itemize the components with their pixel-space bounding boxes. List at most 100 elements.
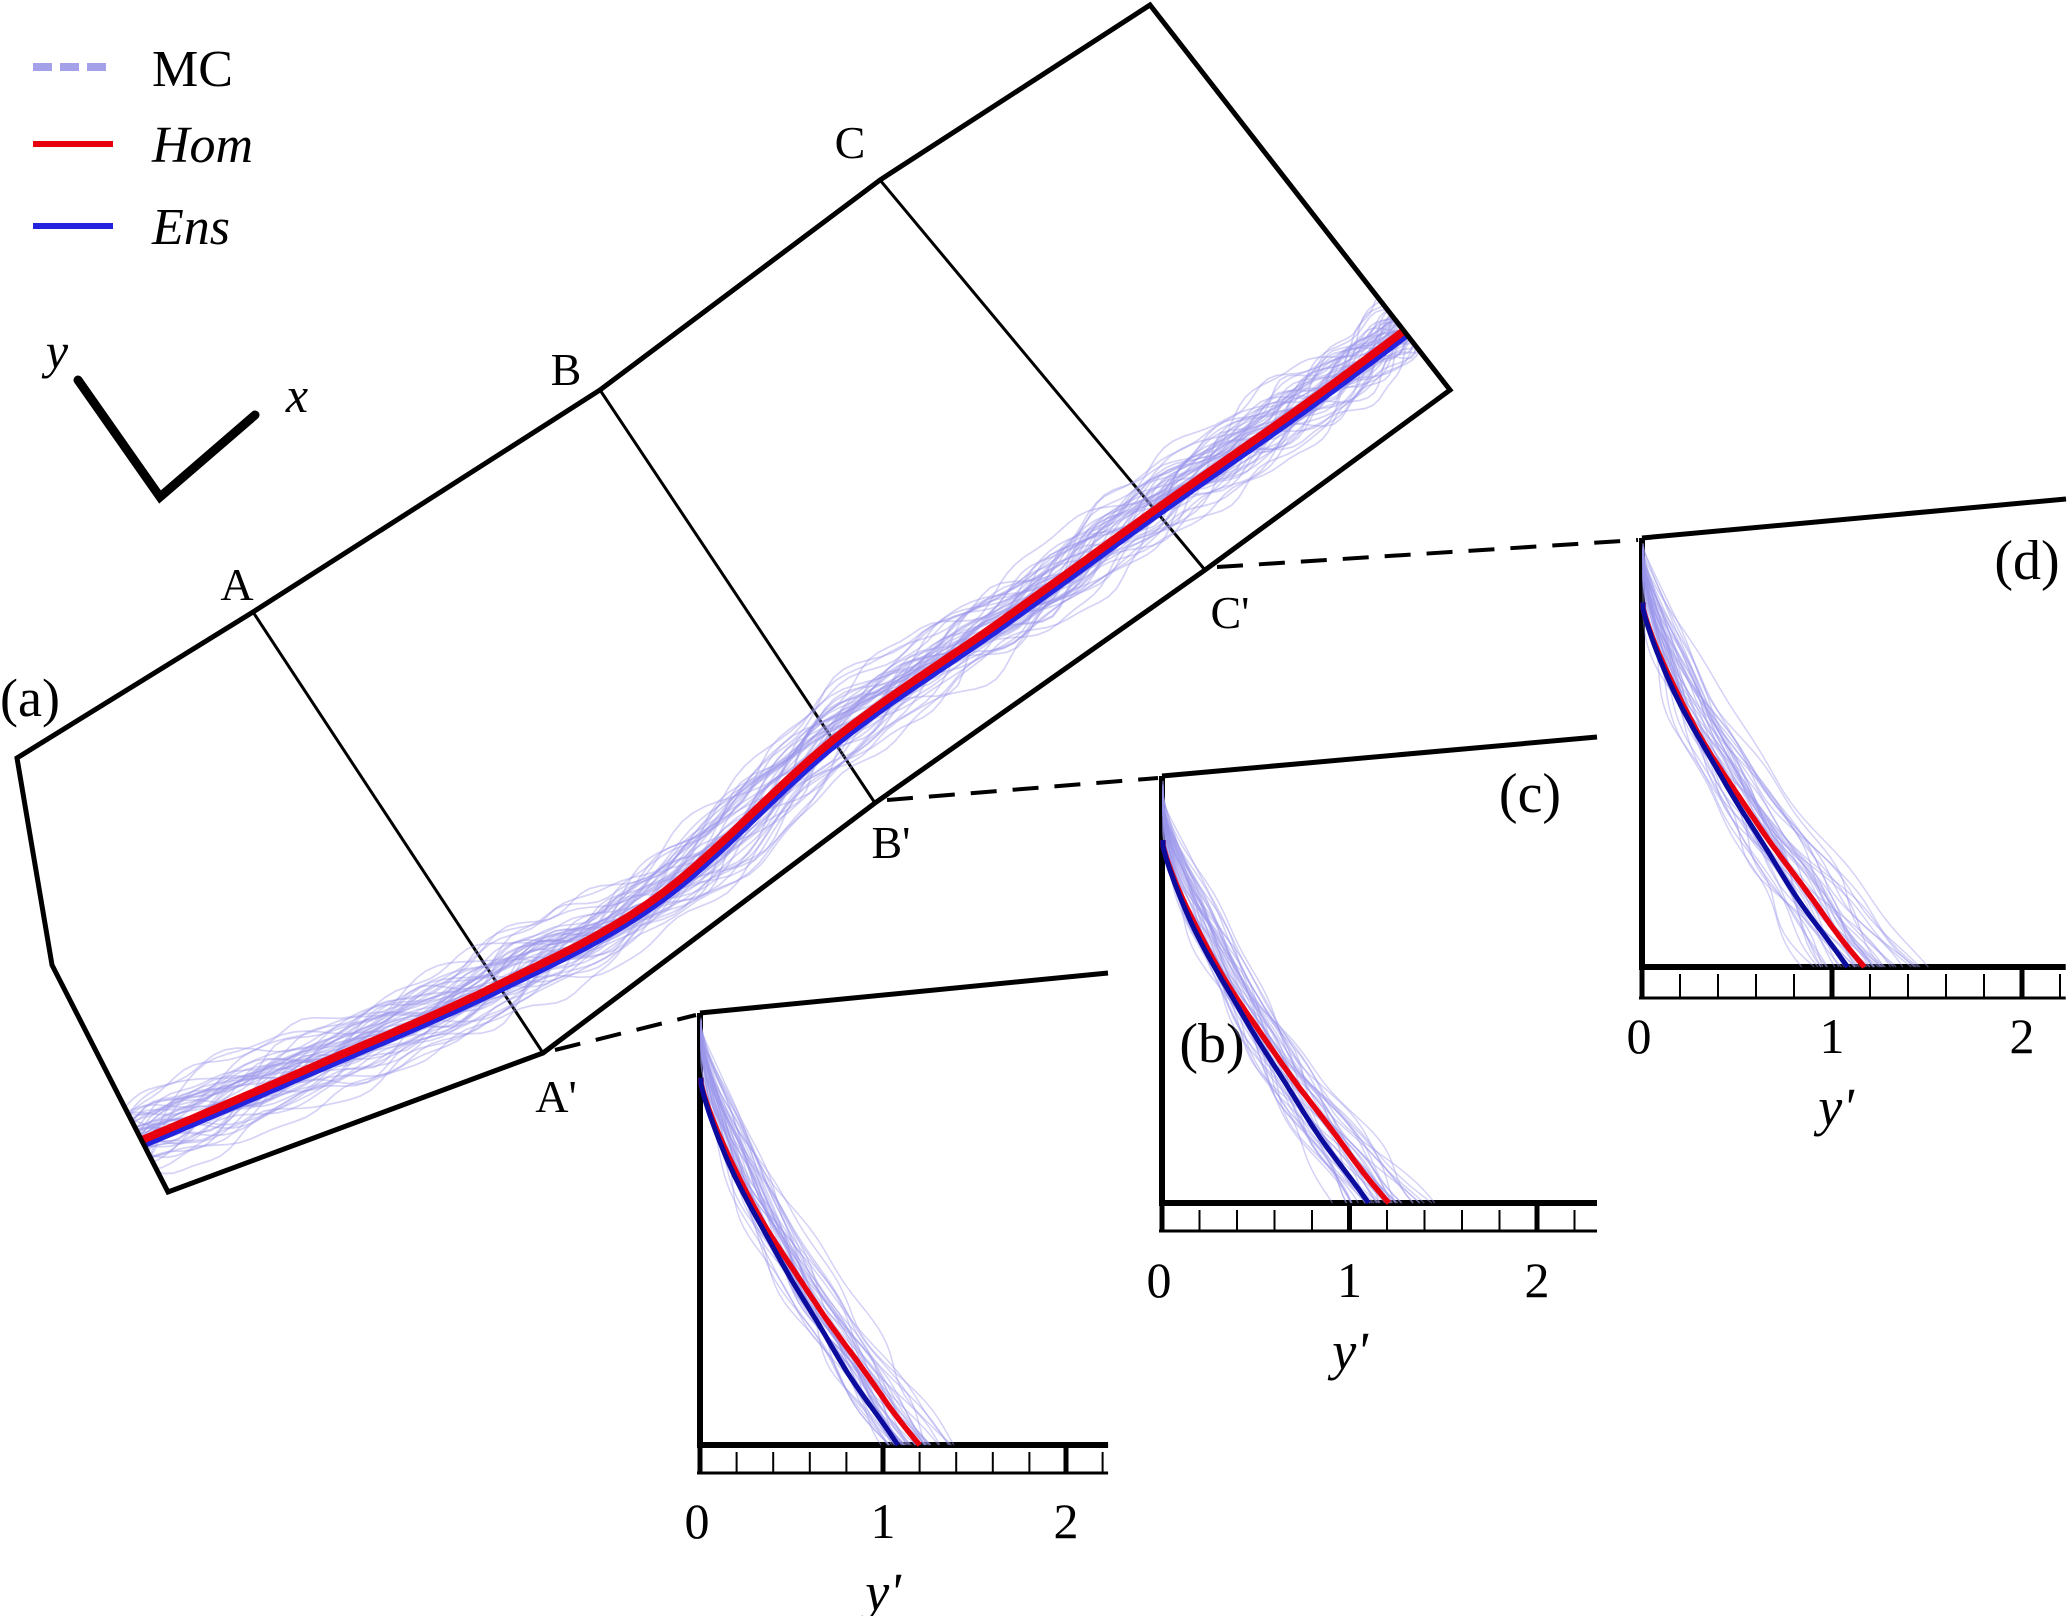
inset-b-panel-label: (b) xyxy=(1179,1013,1244,1075)
inset-mc-curve xyxy=(700,1035,927,1446)
inset-mc-curve xyxy=(1642,557,1884,968)
mc-trajectory xyxy=(78,270,1450,1165)
inset-mc-curve xyxy=(1162,789,1360,1204)
inset-mc-curve xyxy=(1162,802,1347,1204)
inset-mc-curve xyxy=(1162,808,1402,1204)
inset-mc-curve xyxy=(1642,571,1866,968)
cross-section-label-C: C xyxy=(835,117,866,168)
inset-mc-curve xyxy=(1642,565,1879,968)
cross-section-line-A xyxy=(251,611,545,1054)
inset-b: 0 1 2 y' (b) xyxy=(554,970,1245,1616)
hom-centerline xyxy=(78,284,1450,1169)
inset-mc-curve xyxy=(700,1036,952,1446)
inset-c: 0 1 2 y' (c) xyxy=(886,734,1598,1381)
axes-indicator: yx xyxy=(41,323,308,504)
inset-mc-curve xyxy=(1162,794,1381,1204)
inset-mc-curve xyxy=(700,1039,918,1446)
inset-mc-curve xyxy=(1642,546,1803,968)
inset-mc-curve xyxy=(1642,550,1881,968)
inset-c-ens-curve xyxy=(1160,840,1371,1205)
mc-trajectory xyxy=(64,273,1450,1138)
mc-trajectory xyxy=(64,264,1443,1130)
inset-mc-curve xyxy=(1162,797,1397,1204)
cross-section-line-C xyxy=(878,179,1207,571)
inset-d-lid xyxy=(1641,496,2067,541)
inset-mc-curve xyxy=(1162,790,1433,1204)
inset-c-tick-label-1: 1 xyxy=(1337,1252,1362,1308)
panel-a-label: (a) xyxy=(0,668,60,728)
inset-d: 0 1 2 y' (d) xyxy=(1216,496,2067,1137)
inset-mc-curve xyxy=(1162,796,1367,1204)
inset-mc-curve xyxy=(1162,796,1396,1204)
inset-d-mc-fan xyxy=(1642,543,1929,968)
mc-trajectory xyxy=(75,270,1449,1157)
channel-outline xyxy=(14,1,1454,1196)
inset-mc-curve xyxy=(700,1033,932,1446)
inset-mc-curve xyxy=(700,1046,897,1446)
inset-d-tick-label-2: 2 xyxy=(2010,1008,2035,1064)
inset-d-panel-label: (d) xyxy=(1994,530,2059,592)
inset-mc-curve xyxy=(1642,552,1875,968)
mc-trajectory xyxy=(68,263,1442,1145)
legend-hom-label: Hom xyxy=(151,117,253,174)
inset-mc-curve xyxy=(700,1027,951,1446)
mc-trajectory xyxy=(74,280,1450,1155)
inset-mc-curve xyxy=(700,1026,905,1446)
mc-trajectory xyxy=(64,271,1449,1136)
mc-trajectory xyxy=(79,288,1450,1177)
inset-mc-curve xyxy=(1162,809,1394,1204)
inset-mc-curve xyxy=(1642,569,1848,968)
inset-mc-curve xyxy=(1162,802,1421,1204)
mc-trajectory xyxy=(73,277,1450,1155)
mc-trajectory xyxy=(72,276,1450,1161)
inset-mc-curve xyxy=(1162,807,1414,1204)
inset-b-xlabel: y' xyxy=(860,1562,902,1616)
inset-mc-curve xyxy=(1162,786,1420,1204)
legend: MC Hom Ens xyxy=(33,41,253,256)
inset-mc-curve xyxy=(1642,546,1895,968)
inset-d-ens-curve xyxy=(1640,602,1850,969)
inset-mc-curve xyxy=(1162,795,1353,1204)
inset-mc-curve xyxy=(1642,549,1919,968)
inset-mc-curve xyxy=(700,1034,929,1446)
inset-mc-curve xyxy=(1642,569,1917,968)
inset-mc-curve xyxy=(1162,792,1386,1204)
mc-trajectory xyxy=(75,278,1450,1167)
inset-mc-curve xyxy=(700,1040,928,1446)
inset-mc-curve xyxy=(1162,807,1403,1204)
inset-c-xlabel: y' xyxy=(1327,1321,1369,1381)
inset-mc-curve xyxy=(700,1020,950,1446)
inset-mc-curve xyxy=(700,1019,955,1446)
inset-mc-curve xyxy=(1642,558,1860,968)
inset-mc-curve xyxy=(700,1033,890,1446)
callout-dashed-line-b xyxy=(554,1013,697,1052)
mc-trajectory xyxy=(90,306,1450,1192)
inset-mc-curve xyxy=(1642,546,1897,968)
inset-mc-curve xyxy=(1642,562,1866,968)
inset-mc-curve xyxy=(700,1020,941,1446)
inset-mc-curve xyxy=(1162,796,1388,1204)
inset-b-mc-fan xyxy=(700,1017,955,1446)
cross-section-line-B xyxy=(598,389,877,804)
inset-mc-curve xyxy=(1642,556,1886,968)
mc-trajectory xyxy=(72,279,1450,1150)
inset-mc-curve xyxy=(700,1046,889,1446)
mc-trajectory xyxy=(83,294,1450,1183)
mc-trajectory xyxy=(74,269,1450,1154)
inset-mc-curve xyxy=(1642,559,1876,968)
inset-mc-curve xyxy=(1642,543,1912,968)
inset-mc-curve xyxy=(700,1023,926,1446)
inset-mc-curve xyxy=(700,1029,917,1446)
inset-mc-curve xyxy=(700,1029,907,1446)
inset-d-tick-label-0: 0 xyxy=(1627,1008,1652,1064)
trajectory-bundle xyxy=(63,261,1450,1192)
inset-mc-curve xyxy=(1162,790,1388,1204)
inset-c-tick-label-2: 2 xyxy=(1525,1252,1550,1308)
inset-mc-curve xyxy=(700,1027,890,1446)
inset-mc-curve xyxy=(1642,547,1868,968)
inset-mc-curve xyxy=(700,1026,908,1446)
inset-mc-curve xyxy=(1162,799,1390,1204)
inset-mc-curve xyxy=(700,1033,891,1446)
inset-mc-curve xyxy=(1642,546,1871,968)
